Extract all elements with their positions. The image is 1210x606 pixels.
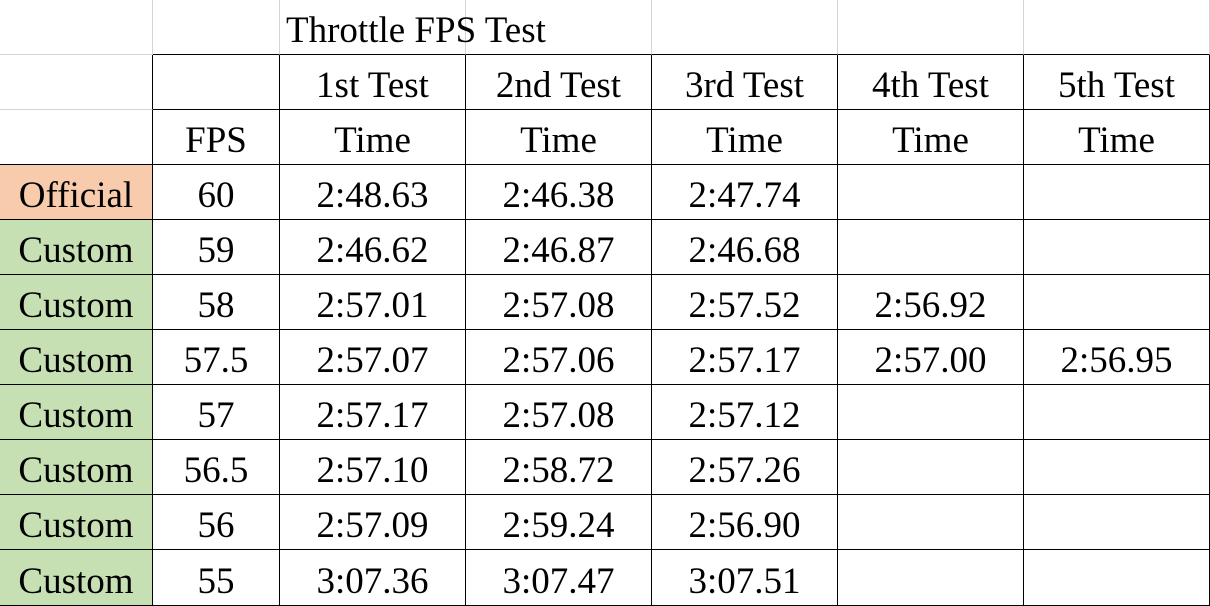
time-value: 2:56.90 bbox=[652, 495, 838, 550]
cell bbox=[838, 0, 1024, 55]
cell bbox=[1024, 220, 1210, 275]
sheet-title: Throttle FPS Test bbox=[280, 0, 546, 55]
time-value: 2:57.00 bbox=[838, 330, 1024, 385]
fps-value: 55 bbox=[153, 550, 280, 606]
row-label: Custom bbox=[0, 495, 153, 550]
row-label: Official bbox=[0, 165, 153, 220]
row-label: Custom bbox=[0, 550, 153, 606]
time-header: Time bbox=[280, 110, 466, 165]
time-value: 2:58.72 bbox=[466, 440, 652, 495]
time-value: 2:46.62 bbox=[280, 220, 466, 275]
cell bbox=[0, 55, 153, 110]
time-value: 2:57.52 bbox=[652, 275, 838, 330]
time-value: 2:57.07 bbox=[280, 330, 466, 385]
time-value: 2:46.87 bbox=[466, 220, 652, 275]
row-label: Custom bbox=[0, 440, 153, 495]
test-header: 5th Test bbox=[1024, 55, 1210, 110]
row-label: Custom bbox=[0, 275, 153, 330]
test-header: 4th Test bbox=[838, 55, 1024, 110]
test-header: 2nd Test bbox=[466, 55, 652, 110]
time-value: 2:57.06 bbox=[466, 330, 652, 385]
time-value: 2:57.12 bbox=[652, 385, 838, 440]
time-value: 2:57.10 bbox=[280, 440, 466, 495]
cell bbox=[1024, 165, 1210, 220]
cell bbox=[1024, 275, 1210, 330]
time-value: 3:07.51 bbox=[652, 550, 838, 606]
cell bbox=[466, 0, 652, 55]
cell bbox=[838, 220, 1024, 275]
row-label: Custom bbox=[0, 385, 153, 440]
cell bbox=[1024, 0, 1210, 55]
time-value: 3:07.36 bbox=[280, 550, 466, 606]
time-header: Time bbox=[1024, 110, 1210, 165]
cell bbox=[153, 55, 280, 110]
fps-value: 56.5 bbox=[153, 440, 280, 495]
fps-value: 57 bbox=[153, 385, 280, 440]
time-value: 2:57.09 bbox=[280, 495, 466, 550]
cell bbox=[0, 110, 153, 165]
fps-value: 59 bbox=[153, 220, 280, 275]
cell bbox=[1024, 495, 1210, 550]
cell bbox=[838, 550, 1024, 606]
time-value: 2:57.01 bbox=[280, 275, 466, 330]
cell bbox=[838, 440, 1024, 495]
time-header: Time bbox=[652, 110, 838, 165]
cell bbox=[838, 165, 1024, 220]
time-value: 2:47.74 bbox=[652, 165, 838, 220]
cell bbox=[838, 385, 1024, 440]
fps-value: 57.5 bbox=[153, 330, 280, 385]
time-value: 2:46.68 bbox=[652, 220, 838, 275]
cell bbox=[1024, 385, 1210, 440]
time-value: 2:57.08 bbox=[466, 385, 652, 440]
fps-value: 58 bbox=[153, 275, 280, 330]
time-value: 2:56.92 bbox=[838, 275, 1024, 330]
fps-value: 56 bbox=[153, 495, 280, 550]
cell bbox=[652, 0, 838, 55]
time-value: 2:48.63 bbox=[280, 165, 466, 220]
time-value: 2:59.24 bbox=[466, 495, 652, 550]
time-value: 2:46.38 bbox=[466, 165, 652, 220]
time-value: 3:07.47 bbox=[466, 550, 652, 606]
row-label: Custom bbox=[0, 220, 153, 275]
fps-header: FPS bbox=[153, 110, 280, 165]
time-value: 2:57.08 bbox=[466, 275, 652, 330]
fps-value: 60 bbox=[153, 165, 280, 220]
time-header: Time bbox=[838, 110, 1024, 165]
cell bbox=[838, 495, 1024, 550]
row-label: Custom bbox=[0, 330, 153, 385]
time-value: 2:57.17 bbox=[652, 330, 838, 385]
cell bbox=[1024, 440, 1210, 495]
cell bbox=[1024, 550, 1210, 606]
cell bbox=[153, 0, 280, 55]
time-value: 2:57.17 bbox=[280, 385, 466, 440]
time-header: Time bbox=[466, 110, 652, 165]
time-value: 2:56.95 bbox=[1024, 330, 1210, 385]
test-header: 1st Test bbox=[280, 55, 466, 110]
cell bbox=[0, 0, 153, 55]
test-header: 3rd Test bbox=[652, 55, 838, 110]
time-value: 2:57.26 bbox=[652, 440, 838, 495]
